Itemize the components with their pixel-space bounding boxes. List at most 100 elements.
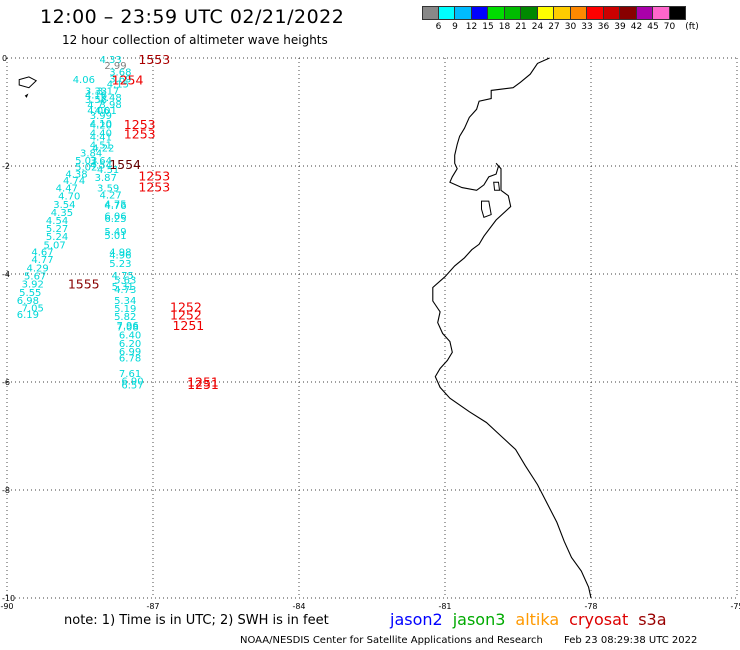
wave-height-value: 4.77 (31, 255, 53, 266)
colorbar-swatch (603, 6, 620, 20)
wave-height-value: 5.67 (24, 272, 46, 283)
colorbar-swatch (570, 6, 587, 20)
colorbar-swatch (422, 6, 439, 20)
wave-height-value: 4.16 (85, 91, 107, 102)
wave-height-value: 6.25 (104, 214, 126, 225)
wave-height-value: 6.98 (17, 296, 39, 307)
pass-time-label: 1553 (138, 52, 170, 67)
colorbar-swatch (669, 6, 686, 20)
wave-height-value: 4.15 (107, 79, 129, 90)
satellite-legend-jason2: jason2 (390, 610, 443, 629)
colorbar-swatch (521, 6, 538, 20)
wave-height-value: 3.99 (90, 111, 112, 122)
y-tick-label: -10 (2, 594, 15, 603)
colorbar-tick-label: 27 (548, 22, 560, 32)
wave-height-value: 4.33 (99, 55, 121, 66)
wave-height-value: 7.61 (119, 369, 141, 380)
wave-height-value: 4.51 (90, 140, 112, 151)
wave-height-value: 4.10 (90, 119, 112, 130)
wave-height-value: 3.56 (85, 95, 107, 106)
wave-height-value: 6.57 (121, 381, 143, 392)
wave-height-value: 4.54 (46, 216, 68, 227)
x-tick-label: -84 (292, 602, 305, 611)
wave-height-value: 5.07 (44, 240, 66, 251)
wave-height-value: 4.70 (58, 192, 80, 203)
pass-time-label: 1251 (187, 377, 219, 392)
satellite-legend-jason3: jason3 (452, 610, 506, 629)
wave-height-value: 3.33 (85, 86, 107, 97)
wave-height-value: 5.55 (19, 288, 41, 299)
wave-height-value: 5.82 (114, 312, 136, 323)
colorbar-unit-label: (ft) (685, 22, 699, 32)
pass-time-label: 1253 (138, 180, 170, 195)
time-labels-layer: 1553125412531253155412531253155512521252… (68, 52, 219, 392)
wave-height-value: 4.06 (87, 106, 109, 117)
pass-time-label: 1251 (187, 374, 219, 389)
wave-height-value: 5.01 (104, 231, 126, 242)
y-tick-label: -6 (2, 378, 10, 387)
wave-height-value: 4.01 (95, 106, 117, 117)
wave-height-value: 4.98 (109, 247, 131, 258)
colorbar-cells (422, 6, 686, 20)
wave-height-value: 7.05 (22, 303, 44, 314)
colorbar-swatch (636, 6, 653, 20)
wave-height-value: 6.99 (119, 347, 141, 358)
wave-height-value: 4.40 (90, 129, 112, 140)
coastline (18, 57, 592, 599)
wave-height-value: 3.69 (109, 75, 131, 86)
wave-height-value: 4.06 (73, 75, 95, 86)
satellite-legend: jason2 jason3 altika cryosat s3a (390, 610, 677, 629)
satellite-legend-s3a: s3a (638, 610, 667, 629)
wave-height-value: 4.73 (114, 285, 136, 296)
wave-height-value: 4.54 (90, 160, 112, 171)
units-note: note: 1) Time is in UTC; 2) SWH is in fe… (64, 613, 329, 628)
observations-layer: 4.332.993.68 4.06 3.694.153.333.174.163.48… (17, 55, 144, 392)
wave-height-value: 5.23 (109, 259, 131, 270)
gulf-island (481, 200, 492, 218)
colorbar-tick-label: 30 (564, 22, 577, 32)
wave-height-value: 5.02 (75, 163, 97, 174)
wave-height-value: 4.76 (104, 201, 126, 212)
gulf-island (493, 181, 501, 191)
colorbar-swatch (653, 6, 670, 20)
grid-lines (6, 57, 738, 599)
wave-height-value: 3.48 (99, 93, 121, 104)
satellite-legend-cryosat: cryosat (569, 610, 629, 629)
page-subtitle: 12 hour collection of altimeter wave hei… (62, 33, 328, 47)
wave-height-value: 4.74 (63, 176, 85, 187)
y-tick-label: 0 (2, 54, 7, 63)
colorbar-tick-label: 6 (435, 22, 442, 32)
wave-height-value: 5.19 (114, 304, 136, 315)
wave-height-value: 4.29 (26, 264, 48, 275)
x-tick-label: -78 (584, 602, 597, 611)
wave-height-value: 3.54 (53, 200, 75, 211)
credit-text: NOAA/NESDIS Center for Satellite Applica… (240, 635, 543, 646)
wave-height-value: 4.75 (104, 199, 126, 210)
x-tick-label: -75 (730, 602, 740, 611)
colorbar-tick-label: 39 (614, 22, 626, 32)
wave-height-value: 3.17 (97, 86, 119, 97)
page-title: 12:00 – 23:59 UTC 02/21/2022 (40, 6, 345, 28)
x-tick-label: -87 (146, 602, 159, 611)
colorbar-labels: 6 9 12 15 18 21 24 27 30 33 36 39 42 45 70 (ft) (422, 20, 699, 32)
colorbar-tick-label: 42 (630, 22, 643, 32)
colorbar-swatch (471, 6, 488, 20)
colorbar-swatch (537, 6, 554, 20)
colorbar-tick-label: 18 (498, 22, 511, 32)
colorbar-tick-label: 15 (482, 22, 494, 32)
pass-time-label: 1555 (68, 277, 100, 292)
wave-height-value: 4.7 (87, 100, 103, 111)
galapagos-island (24, 93, 29, 98)
wave-height-value: 7.08 (117, 322, 139, 333)
wave-height-value: 5.27 (46, 224, 68, 235)
y-tick-label: -8 (2, 486, 10, 495)
wave-height-value: 6.78 (119, 354, 141, 365)
wave-height-value: 5.49 (104, 227, 126, 238)
colorbar-tick-label: 33 (581, 22, 593, 32)
pass-time-label: 1253 (124, 127, 156, 142)
wave-height-value: 4.27 (99, 191, 121, 202)
wave-height-value: 6.40 (119, 330, 141, 341)
wave-height-value: 7.96 (117, 321, 139, 332)
wave-height-value: 4.22 (92, 144, 114, 155)
